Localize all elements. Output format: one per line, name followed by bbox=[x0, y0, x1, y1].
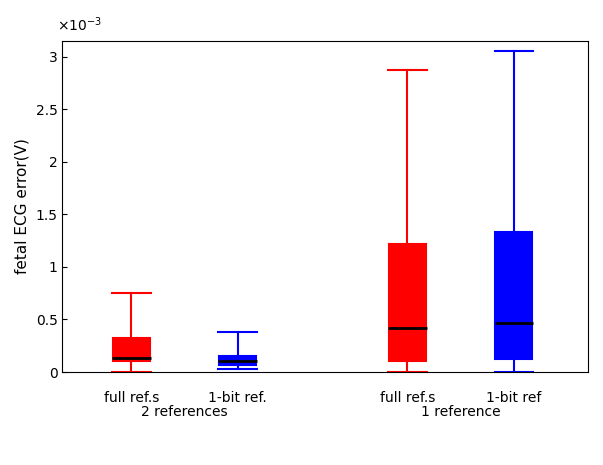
Bar bbox=[113, 339, 150, 361]
Bar bbox=[219, 356, 256, 365]
Y-axis label: fetal ECG error(V): fetal ECG error(V) bbox=[15, 139, 30, 274]
Text: $\times10^{-3}$: $\times10^{-3}$ bbox=[57, 15, 102, 34]
Bar bbox=[495, 232, 532, 359]
Bar bbox=[389, 244, 426, 361]
Text: 2 references: 2 references bbox=[141, 405, 228, 419]
Text: 1 reference: 1 reference bbox=[421, 405, 500, 419]
